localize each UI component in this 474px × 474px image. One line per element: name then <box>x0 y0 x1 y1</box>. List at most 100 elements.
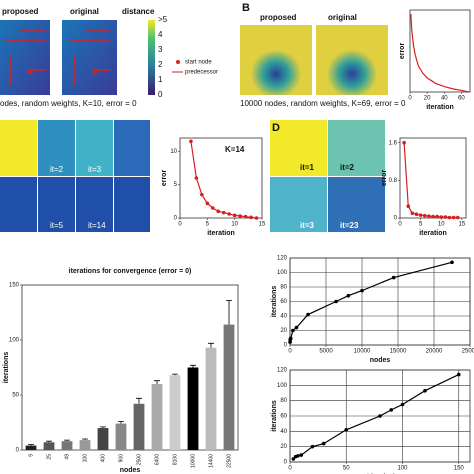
x-axis-label: nodes <box>120 467 141 474</box>
point <box>360 288 364 293</box>
y-tick-label: 100 <box>277 383 288 389</box>
start-node <box>92 69 98 75</box>
y-tick-label: 150 <box>9 283 20 289</box>
cbar-label: 2 <box>158 60 163 69</box>
x-tick-label: 10000 <box>190 454 196 468</box>
point <box>227 212 231 216</box>
bar <box>61 441 73 450</box>
cbar-label: 0 <box>158 90 163 99</box>
x-tick-label: 5000 <box>319 349 333 355</box>
x-tick-label: 150 <box>454 466 465 472</box>
y-axis-label: error <box>399 43 406 60</box>
y-tick-label: 80 <box>280 398 287 404</box>
tile-borders <box>270 120 385 232</box>
point <box>238 214 242 218</box>
point <box>418 213 423 217</box>
y-tick-label: 50 <box>12 393 19 399</box>
chart-title: iterations for convergence (error = 0) <box>69 268 192 275</box>
point <box>410 211 415 216</box>
y-tick-label: 0 <box>16 448 20 454</box>
point <box>200 192 204 197</box>
error-bar <box>172 373 178 376</box>
tile-label: it=1 <box>300 163 315 172</box>
cbar-label: 3 <box>158 45 163 54</box>
panel-letter: B <box>242 2 250 14</box>
point <box>296 454 300 458</box>
y-tick-label: 0 <box>394 216 398 222</box>
point <box>306 312 310 317</box>
point <box>288 336 293 341</box>
bar <box>151 384 163 450</box>
y-tick-label: 1.6 <box>389 140 398 146</box>
error-bar <box>100 426 106 428</box>
point <box>249 215 253 220</box>
error-bar <box>118 421 124 424</box>
y-tick-label: 10 <box>170 149 177 155</box>
bar <box>187 367 199 450</box>
x-tick-label: 10 <box>231 222 238 228</box>
point <box>455 215 460 220</box>
line <box>289 261 453 343</box>
tile <box>270 120 327 176</box>
x-tick-label: 100 <box>82 454 88 463</box>
y-tick-label: 0 <box>174 216 178 222</box>
image <box>240 25 312 95</box>
y-axis-label: error <box>161 170 168 187</box>
x-tick-label: 0 <box>288 349 292 355</box>
x-tick-label: 25 <box>46 454 52 460</box>
legend-marker <box>176 60 180 64</box>
point <box>443 215 448 219</box>
plot-area <box>179 137 263 219</box>
y-tick-label: 120 <box>277 368 288 374</box>
tile-label: it=3 <box>88 165 102 174</box>
tile-label: it=3 <box>300 221 315 230</box>
point <box>422 213 427 218</box>
point <box>423 388 427 393</box>
image <box>316 25 388 95</box>
plot-area <box>21 284 239 451</box>
y-tick-label: 40 <box>280 314 287 320</box>
x-tick-label: 100 <box>397 466 408 472</box>
label: proposed <box>260 13 297 22</box>
bar <box>133 403 145 450</box>
point <box>344 428 349 432</box>
tile-borders <box>0 120 150 232</box>
point <box>291 457 296 461</box>
tile <box>76 120 113 176</box>
tile <box>270 177 327 232</box>
y-tick-label: 80 <box>280 285 287 291</box>
y-tick-label: 0 <box>284 460 288 466</box>
cbar-label: 4 <box>158 30 163 39</box>
legend-label: predecessor <box>185 70 218 76</box>
label: proposed <box>2 7 39 16</box>
y-tick-label: 120 <box>277 256 288 262</box>
point <box>456 372 461 377</box>
point <box>447 215 452 220</box>
point <box>194 176 199 180</box>
tile <box>0 120 37 176</box>
error-bar <box>226 300 232 325</box>
error-bar <box>190 364 196 368</box>
annotation: K=14 <box>225 145 245 154</box>
x-tick-label: 0 <box>398 222 402 228</box>
x-axis-label: iteration <box>426 104 454 111</box>
caption: odes, random weights, K=10, error = 0 <box>0 99 137 108</box>
point <box>414 212 419 217</box>
line <box>410 13 470 93</box>
y-tick-label: 40 <box>280 429 287 435</box>
x-tick-label: 50 <box>343 466 350 472</box>
error-bar <box>208 342 214 348</box>
tile-label: it=23 <box>340 221 359 230</box>
x-axis-label: nodes <box>370 357 391 364</box>
tile <box>38 120 75 176</box>
heatmap <box>0 20 50 95</box>
point <box>427 214 431 218</box>
x-tick-label: 10 <box>438 222 445 228</box>
point <box>211 206 215 210</box>
point <box>205 201 210 206</box>
x-tick-label: 0 <box>178 222 182 228</box>
y-tick-label: 0 <box>284 343 288 349</box>
y-axis-label: error <box>381 170 388 187</box>
